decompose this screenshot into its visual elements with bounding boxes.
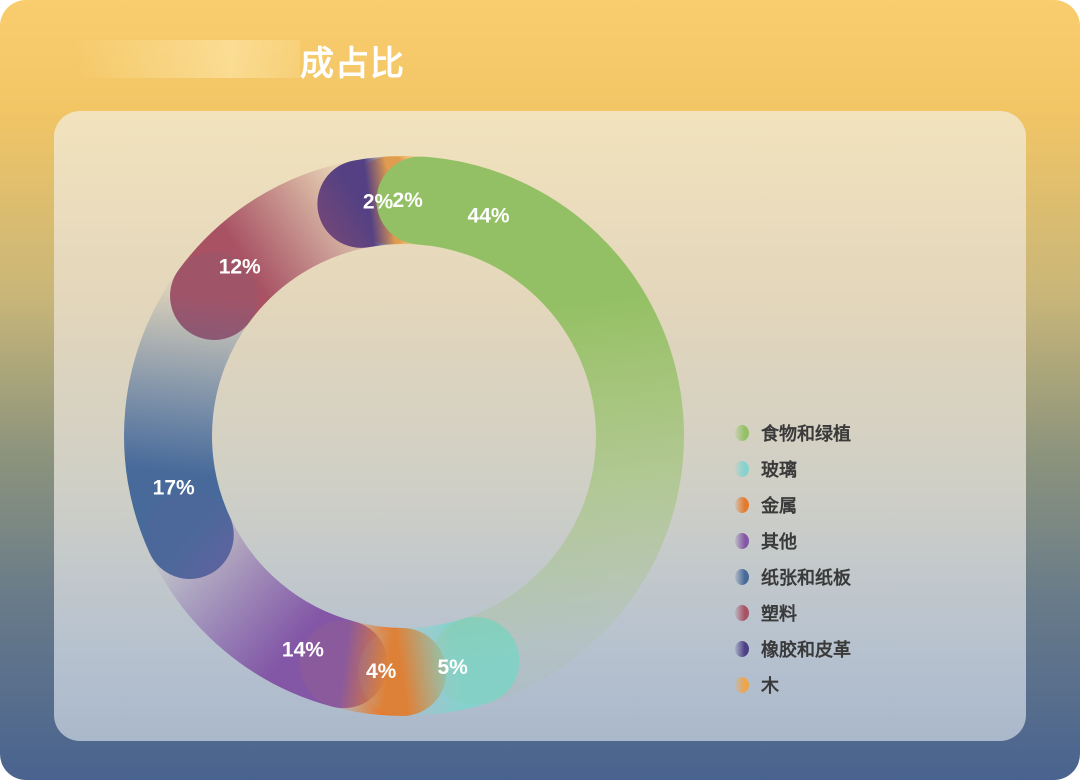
legend-label: 塑料: [761, 604, 797, 625]
legend-item-0: 食物和绿植: [735, 415, 851, 451]
legend-label: 食物和绿植: [761, 424, 851, 445]
legend-label: 木: [761, 676, 779, 697]
title-highlight: [70, 40, 300, 78]
legend-swatch: [735, 461, 749, 477]
legend-swatch: [735, 425, 749, 441]
legend-label: 金属: [761, 496, 797, 517]
legend-item-4: 纸张和纸板: [735, 559, 851, 595]
legend-label: 橡胶和皮革: [761, 640, 851, 661]
legend-item-6: 橡胶和皮革: [735, 631, 851, 667]
slice-label-6: 2%: [363, 190, 394, 213]
slice-label-5: 12%: [219, 256, 261, 279]
legend-swatch: [735, 497, 749, 513]
chart-title: 成占比: [300, 44, 405, 84]
slice-label-7: 2%: [392, 189, 423, 212]
legend-item-5: 塑料: [735, 595, 851, 631]
legend-swatch: [735, 533, 749, 549]
legend-swatch: [735, 677, 749, 693]
slice-label-1: 5%: [437, 656, 468, 679]
legend-swatch: [735, 605, 749, 621]
slice-label-2: 4%: [366, 660, 397, 683]
legend-swatch: [735, 641, 749, 657]
chart-legend: 食物和绿植玻璃金属其他纸张和纸板塑料橡胶和皮革木: [735, 415, 851, 703]
slice-label-3: 14%: [282, 638, 324, 661]
legend-label: 其他: [761, 532, 797, 553]
legend-item-1: 玻璃: [735, 451, 851, 487]
slice-label-4: 17%: [153, 477, 195, 500]
legend-item-3: 其他: [735, 523, 851, 559]
legend-label: 纸张和纸板: [761, 568, 851, 589]
slice-label-0: 44%: [468, 205, 510, 228]
legend-swatch: [735, 569, 749, 585]
legend-item-2: 金属: [735, 487, 851, 523]
legend-item-7: 木: [735, 667, 851, 703]
legend-label: 玻璃: [761, 460, 797, 481]
slice-0: [376, 156, 684, 705]
